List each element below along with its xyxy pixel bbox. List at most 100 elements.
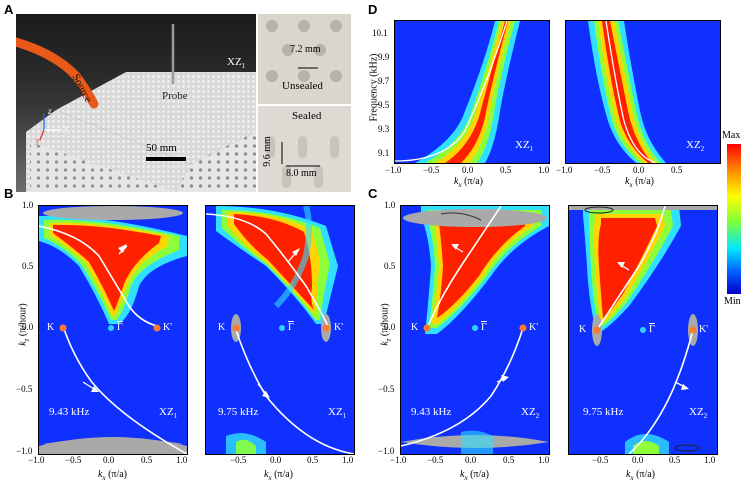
unsealed-dim: 7.2 mm	[290, 44, 321, 55]
c-right-xtick-1: 0.0	[632, 455, 644, 465]
d-right-xtick-2: 0.0	[633, 165, 645, 175]
c-ytick-2: 0.0	[384, 322, 396, 332]
b-left-Kp: K'	[163, 322, 173, 333]
sealed-label: Sealed	[292, 110, 322, 122]
c-left-xtick-2: 0.0	[465, 455, 477, 465]
scale-bar	[146, 157, 186, 161]
scale-label: 50 mm	[146, 142, 177, 154]
d-right-xtick-0: −1.0	[556, 165, 573, 175]
c-left-Kp: K'	[529, 322, 539, 333]
c-ytick-0: 1.0	[384, 200, 396, 210]
panel-d-letter: D	[368, 2, 378, 17]
c-ytick-4: −1.0	[378, 446, 395, 456]
c-right-freq: 9.75 kHz	[583, 406, 624, 418]
b-right-K: K	[218, 322, 226, 333]
d-right-xtick-3: 0.5	[671, 165, 683, 175]
d-ytick-5: 9.1	[378, 148, 390, 158]
b-ytick-2: 0.0	[22, 322, 34, 332]
panel-d-left-plot: XZ1	[394, 20, 550, 164]
b-left-xlabel: kx (π/a)	[98, 469, 127, 482]
b-right-Kp: K'	[334, 322, 344, 333]
colorbar	[727, 144, 741, 294]
b-left-freq: 9.43 kHz	[49, 406, 90, 418]
d-ytick-3: 9.5	[378, 100, 390, 110]
c-ytick-1: 0.5	[384, 261, 396, 271]
sealed-dim-horizontal: 8.0 mm	[286, 168, 317, 179]
c-ytick-3: −0.5	[378, 384, 395, 394]
d-left-xtick-0: −1.0	[385, 165, 402, 175]
d-ytick-0: 10.1	[372, 28, 388, 38]
panel-a-letter: A	[4, 2, 14, 17]
axis-triad: z x y	[36, 106, 76, 146]
c-right-xtick-0: −0.5	[592, 455, 609, 465]
b-left-xtick-4: 1.0	[176, 455, 188, 465]
c-right-xtick-3: 1.0	[704, 455, 716, 465]
d-left-xtick-4: 1.0	[538, 165, 550, 175]
b-right-xtick-3: 1.0	[342, 455, 354, 465]
sealed-photo: Sealed 9.6 mm 8.0 mm	[258, 106, 351, 192]
c-left-xtick-1: −0.5	[427, 455, 444, 465]
c-left-xtick-3: 0.5	[503, 455, 515, 465]
c-right-Kp: K'	[699, 324, 709, 335]
unsealed-photo: 7.2 mm Unsealed	[258, 14, 351, 104]
panel-d-left-tag: XZ1	[515, 139, 534, 154]
b-right-G: Γ	[288, 322, 294, 333]
b-left-xtick-0: −1.0	[28, 455, 45, 465]
b-right-xtick-1: 0.0	[270, 455, 282, 465]
panel-b-left-plot: K Γ K' 9.43 kHz XZ1	[38, 205, 188, 455]
d-right-xtick-1: −0.5	[594, 165, 611, 175]
d-right-xlabel: kx (π/a)	[625, 176, 654, 189]
b-ytick-1: 0.5	[22, 261, 34, 271]
b-right-freq: 9.75 kHz	[218, 406, 259, 418]
c-left-freq: 9.43 kHz	[411, 406, 452, 418]
d-ytick-4: 9.3	[378, 124, 390, 134]
c-right-tag: XZ2	[689, 406, 708, 421]
b-left-xtick-1: −0.5	[65, 455, 82, 465]
unsealed-label: Unsealed	[282, 80, 323, 92]
c-left-xtick-0: −1.0	[390, 455, 407, 465]
c-left-G: Γ	[481, 322, 487, 333]
c-left-xtick-4: 1.0	[538, 455, 550, 465]
panel-b-letter: B	[4, 186, 14, 201]
panel-d-right-plot: XZ2	[565, 20, 721, 164]
panel-c-letter: C	[368, 186, 378, 201]
panel-c-right-plot: K Γ K' 9.75 kHz XZ2	[568, 205, 718, 455]
b-ytick-4: −1.0	[16, 446, 33, 456]
b-left-tag: XZ1	[159, 406, 178, 421]
panel-c-left-plot: K Γ K' 9.43 kHz XZ2	[400, 205, 550, 455]
b-right-xlabel: kx (π/a)	[264, 469, 293, 482]
b-left-xtick-3: 0.5	[141, 455, 153, 465]
axis-z-label: z	[48, 106, 52, 116]
b-ytick-0: 1.0	[22, 200, 34, 210]
axis-y-label: y	[36, 136, 40, 145]
c-left-xlabel: kx (π/a)	[460, 469, 489, 482]
colorbar-min-label: Min	[724, 296, 741, 307]
lattice-photo-illustration	[16, 24, 256, 192]
c-right-G: Γ	[649, 324, 655, 335]
c-right-xtick-2: 0.5	[669, 455, 681, 465]
axis-x-label: x	[64, 123, 68, 133]
d-left-xtick-2: 0.0	[462, 165, 474, 175]
b-left-xtick-2: 0.0	[103, 455, 115, 465]
xz1-label: XZ1	[227, 56, 246, 71]
b-right-xtick-2: 0.5	[307, 455, 319, 465]
b-right-tag: XZ1	[328, 406, 347, 421]
d-ytick-1: 9.9	[378, 52, 390, 62]
c-left-tag: XZ2	[521, 406, 540, 421]
b-left-K: K	[47, 322, 55, 333]
c-left-K: K	[411, 322, 419, 333]
c-right-xlabel: kx (π/a)	[626, 469, 655, 482]
b-left-G: Γ	[117, 322, 123, 333]
panel-b-right-plot: K Γ K' 9.75 kHz XZ1	[205, 205, 355, 455]
c-right-K: K	[579, 324, 587, 335]
panel-a-photo: XZ1 Source Probe 50 mm z x y	[16, 14, 256, 192]
d-left-xtick-3: 0.5	[500, 165, 512, 175]
panel-d-right-tag: XZ2	[686, 139, 705, 154]
d-left-xtick-1: −0.5	[423, 165, 440, 175]
d-ytick-2: 9.7	[378, 76, 390, 86]
colorbar-max-label: Max	[722, 130, 741, 141]
sealed-dim-vertical: 9.6 mm	[261, 136, 273, 167]
d-left-xlabel: kx (π/a)	[454, 176, 483, 189]
b-right-xtick-0: −0.5	[230, 455, 247, 465]
b-ytick-3: −0.5	[16, 384, 33, 394]
